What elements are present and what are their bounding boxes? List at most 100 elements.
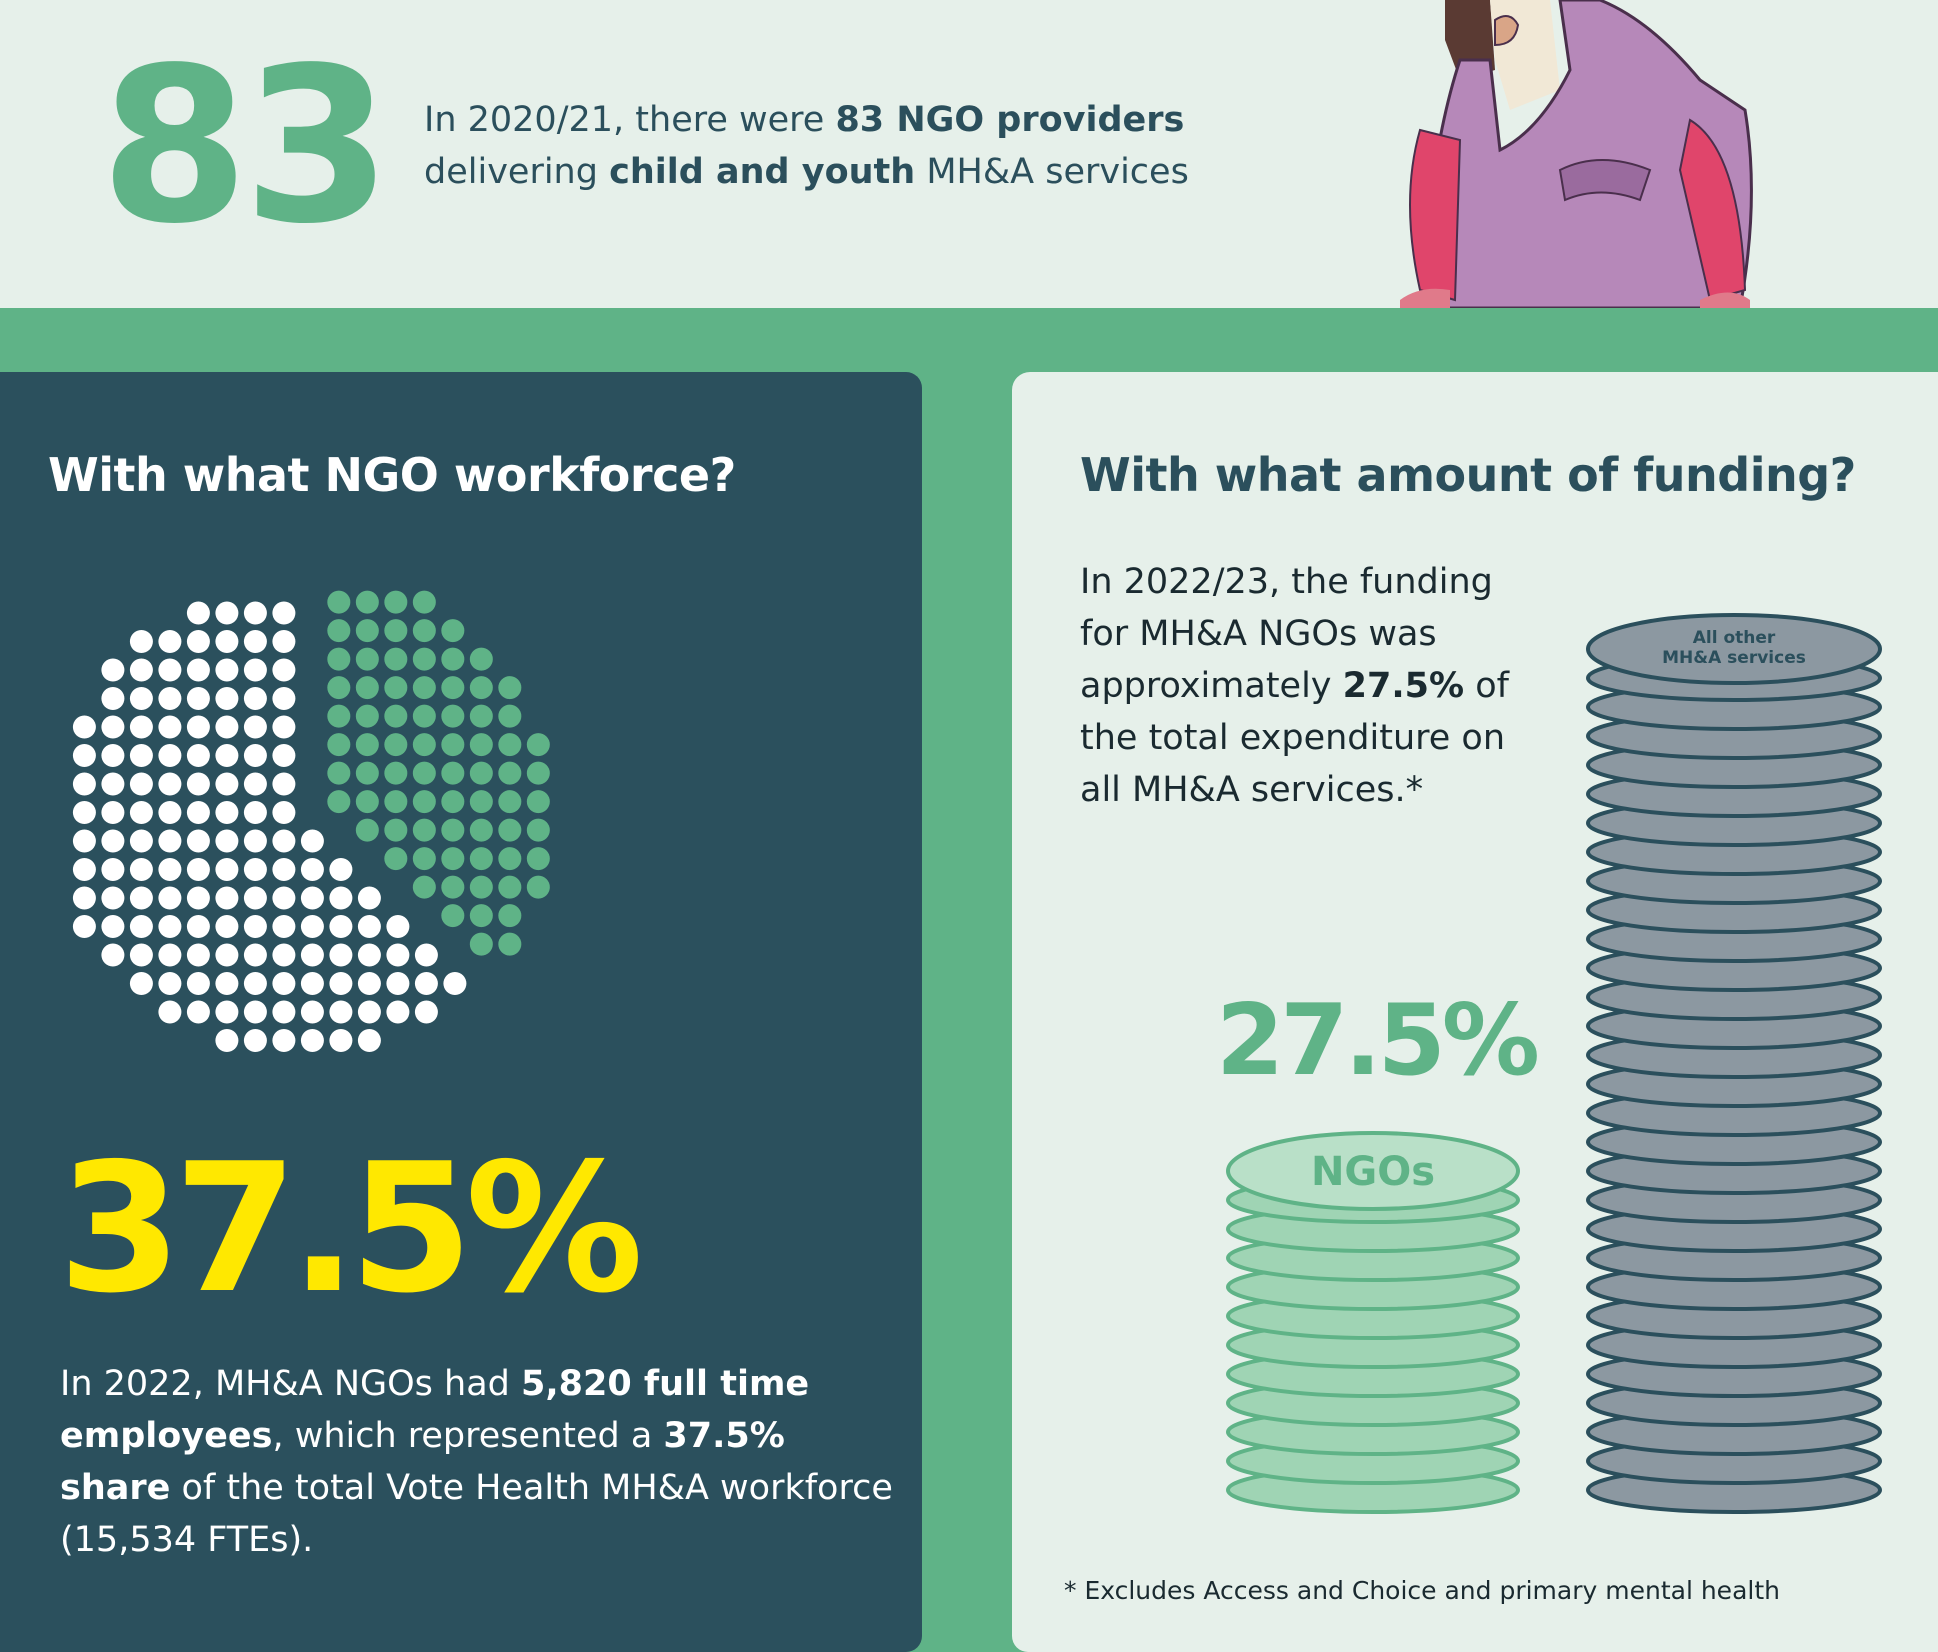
workforce-description: In 2022, MH&A NGOs had 5,820 full time e… — [60, 1358, 900, 1566]
pie-dot-other — [243, 915, 267, 939]
pie-dot-other — [186, 943, 210, 967]
pie-dot-other — [243, 1000, 267, 1024]
pie-dot-other — [243, 943, 267, 967]
pie-dot-other — [272, 1000, 296, 1024]
pie-dot-other — [101, 744, 125, 768]
pie-dot-other — [186, 687, 210, 711]
pie-dot-ngo — [441, 704, 465, 728]
pie-dot-ngo — [412, 761, 436, 785]
workforce-text-segment: 5,820 full time employees — [60, 1364, 810, 1456]
person-illustration — [1400, 0, 1753, 308]
pie-dot-ngo — [441, 790, 465, 814]
pie-dot-ngo — [355, 733, 379, 757]
pie-dot-ngo — [355, 704, 379, 728]
pie-dot-ngo — [526, 790, 550, 814]
pie-dot-ngo — [469, 847, 493, 871]
pie-dot-other — [186, 658, 210, 682]
coin-stack-other — [1586, 613, 1882, 1514]
pie-dot-other — [215, 886, 239, 910]
pie-dot-other — [72, 772, 96, 796]
pie-dot-ngo — [327, 761, 351, 785]
pie-dot-other — [443, 972, 467, 996]
pie-dot-ngo — [469, 676, 493, 700]
pie-dot-other — [101, 801, 125, 825]
pie-dot-other — [101, 943, 125, 967]
pie-dot-other — [215, 1029, 239, 1053]
pie-dot-ngo — [327, 733, 351, 757]
pie-dot-ngo — [384, 761, 408, 785]
pie-dot-ngo — [412, 733, 436, 757]
pie-dot-ngo — [469, 932, 493, 956]
funding-description: In 2022/23, the funding for MH&A NGOs wa… — [1080, 556, 1550, 816]
pie-dot-other — [129, 772, 153, 796]
pie-dot-ngo — [412, 847, 436, 871]
pie-dot-other — [414, 1000, 438, 1024]
pie-dot-other — [186, 858, 210, 882]
pie-dot-other — [101, 658, 125, 682]
pie-dot-other — [272, 943, 296, 967]
pie-dot-other — [186, 801, 210, 825]
pie-dot-other — [272, 715, 296, 739]
pie-dot-ngo — [498, 932, 522, 956]
pie-dot-other — [300, 858, 324, 882]
pie-dot-other — [215, 772, 239, 796]
pie-dot-other — [129, 886, 153, 910]
workforce-dot-pie-chart — [72, 590, 550, 1053]
pie-dot-other — [129, 972, 153, 996]
pie-dot-other — [272, 829, 296, 853]
pie-dot-other — [329, 915, 353, 939]
pie-dot-other — [101, 829, 125, 853]
pie-dot-other — [215, 801, 239, 825]
coin-stack-ngos — [1226, 1131, 1520, 1514]
pie-dot-other — [186, 972, 210, 996]
pie-dot-other — [357, 972, 381, 996]
pie-dot-other — [243, 858, 267, 882]
pie-dot-other — [101, 715, 125, 739]
pie-dot-ngo — [498, 875, 522, 899]
pie-dot-ngo — [355, 647, 379, 671]
pie-dot-ngo — [441, 647, 465, 671]
pie-dot-ngo — [355, 761, 379, 785]
pie-dot-other — [101, 915, 125, 939]
pie-dot-ngo — [384, 590, 408, 614]
pie-dot-other — [72, 801, 96, 825]
pie-dot-ngo — [441, 733, 465, 757]
pie-dot-other — [243, 829, 267, 853]
pie-dot-other — [300, 915, 324, 939]
pie-dot-other — [158, 886, 182, 910]
pie-dot-other — [357, 1000, 381, 1024]
pie-dot-other — [186, 715, 210, 739]
pie-dot-ngo — [384, 847, 408, 871]
workforce-text-segment: In 2022, MH&A NGOs had — [60, 1364, 522, 1404]
workforce-text-segment: 37.5% share — [60, 1416, 785, 1508]
pie-dot-ngo — [469, 761, 493, 785]
pie-dot-other — [243, 630, 267, 654]
pie-dot-other — [158, 744, 182, 768]
pie-dot-other — [243, 658, 267, 682]
pie-dot-other — [272, 1029, 296, 1053]
pie-dot-other — [243, 886, 267, 910]
pie-dot-ngo — [412, 790, 436, 814]
pie-dot-other — [129, 915, 153, 939]
pie-dot-other — [243, 801, 267, 825]
pie-dot-other — [215, 658, 239, 682]
pie-dot-other — [158, 943, 182, 967]
pie-dot-ngo — [327, 647, 351, 671]
pie-dot-other — [243, 601, 267, 625]
pie-dot-other — [186, 601, 210, 625]
pie-dot-other — [72, 886, 96, 910]
pie-dot-ngo — [384, 704, 408, 728]
pie-dot-ngo — [526, 818, 550, 842]
pie-dot-ngo — [469, 790, 493, 814]
pie-dot-other — [158, 915, 182, 939]
pie-dot-other — [272, 915, 296, 939]
pie-dot-other — [158, 658, 182, 682]
pie-dot-other — [101, 772, 125, 796]
pie-dot-other — [186, 630, 210, 654]
pie-dot-other — [300, 886, 324, 910]
pie-dot-ngo — [355, 676, 379, 700]
pie-dot-other — [186, 915, 210, 939]
pie-dot-other — [129, 715, 153, 739]
pie-dot-other — [243, 715, 267, 739]
pie-dot-ngo — [327, 790, 351, 814]
